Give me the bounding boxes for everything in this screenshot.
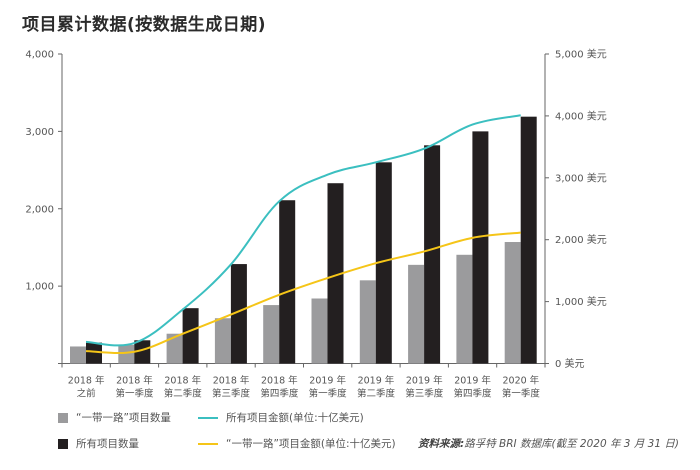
legend-item-bri-value: “一带一路”项目金额(单位:十亿美元) [198,436,396,451]
x-axis-category-label: 2018 年 [68,375,105,387]
x-axis-category-label: 第三季度 [212,388,251,400]
legend-label-bri-count: “一带一路”项目数量 [76,412,171,424]
left-axis-tick-label: 3,000 [25,127,54,138]
legend-swatch-all-value [198,416,218,419]
bar-bri_count [118,344,135,364]
x-axis-category-label: 2019 年 [309,375,346,387]
bar-bri_count [456,254,473,364]
x-axis-category-label: 第一季度 [115,388,154,400]
bar-all_count [279,200,296,364]
right-axis-tick-label: 2,000 美元 [555,233,607,246]
legend-item-bri-count: “一带一路”项目数量 [58,410,171,425]
bar-all_count [230,264,247,364]
bar-all_count [520,116,537,364]
bar-bri_count [408,264,425,364]
left-axis-tick-label: 2,000 [25,204,54,215]
right-axis-tick-label: 0 美元 [555,357,585,370]
legend-swatch-bri-count [58,412,68,423]
bar-all_count [182,308,199,364]
legend-item-all-value: 所有项目金额(单位:十亿美元) [198,410,364,425]
x-axis-category-label: 第二季度 [357,388,396,400]
x-axis-category-label: 第一季度 [309,388,348,400]
line-all_value [85,114,521,347]
x-axis-category-label: 第二季度 [164,388,203,400]
bar-bri_count [263,305,280,364]
x-axis-category-label: 第三季度 [405,388,444,400]
bar-bri_count [311,298,328,364]
bar-bri_count [359,280,376,364]
source-prefix: 资料来源: [418,438,465,450]
legend-swatch-all-count [58,438,68,449]
legend-item-all-count: 所有项目数量 [58,436,139,451]
legend-label-bri-value: “一带一路”项目金额(单位:十亿美元) [226,438,396,450]
chart-title: 项目累计数据(按数据生成日期) [22,15,267,35]
x-axis-category-label: 之前 [77,388,96,400]
source-note: 资料来源:路孚特 BRI 数据库(截至 2020 年 3 月 31 日) [418,436,679,451]
right-axis-tick-label: 1,000 美元 [555,295,607,308]
bar-all_count [472,131,489,364]
bar-all_count [134,340,151,364]
line-bri_value [85,231,521,354]
x-axis-category-label: 2019 年 [406,375,443,387]
source-text: 路孚特 BRI 数据库(截至 2020 年 3 月 31 日) [464,438,679,450]
right-axis-tick-label: 4,000 美元 [555,109,607,122]
left-axis-tick-label: 1,000 [25,282,54,293]
x-axis-category-label: 第四季度 [260,388,299,400]
bar-bri_count [166,333,183,364]
x-axis-category-label: 第一季度 [502,388,541,400]
bar-bri_count [504,242,521,364]
left-axis-tick-label: 4,000 [25,50,54,61]
x-axis-category-label: 2018 年 [213,375,250,387]
right-axis-tick-label: 5,000 美元 [555,48,607,61]
bar-all_count [327,183,344,364]
bar-all_count [424,145,441,364]
x-axis-category-label: 2019 年 [454,375,491,387]
legend-label-all-value: 所有项目金额(单位:十亿美元) [226,412,364,424]
x-axis-category-label: 2020 年 [502,375,539,387]
legend-label-all-count: 所有项目数量 [76,438,139,450]
bar-all_count [86,342,102,364]
x-axis-category-label: 2018 年 [116,375,153,387]
bar-all_count [375,162,392,364]
legend-swatch-bri-value [198,442,218,445]
bar-bri_count [70,346,86,364]
x-axis-category-label: 2018 年 [261,375,298,387]
right-axis-tick-label: 3,000 美元 [555,171,607,184]
x-axis-category-label: 2019 年 [358,375,395,387]
x-axis-category-label: 第四季度 [454,388,493,400]
bar-bri_count [214,318,231,364]
x-axis-category-label: 2018 年 [164,375,201,387]
